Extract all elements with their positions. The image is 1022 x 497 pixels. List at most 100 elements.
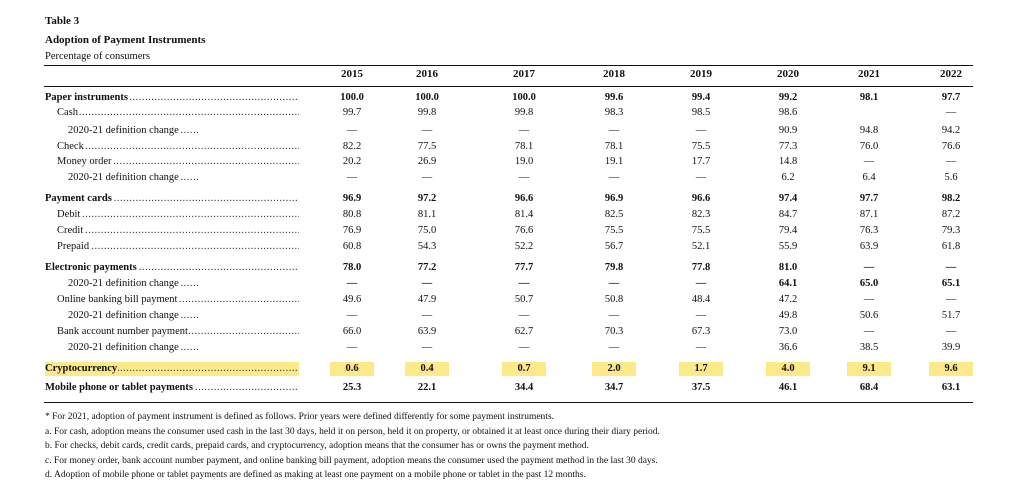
table-cell: 67.3: [691, 326, 711, 337]
table-cell: 99.4: [691, 92, 711, 103]
table-row: Online banking bill payment 49.6 47.9 50.7 5…: [0, 293, 1022, 307]
row-label-text: Check: [57, 141, 85, 152]
footnote: b. For checks, debit cards, credit cards…: [45, 441, 589, 451]
table-cell: 61.8: [941, 241, 961, 252]
row-label-text: Online banking bill payment: [57, 294, 179, 305]
table-cell: 94.8: [859, 125, 879, 136]
table-cell: 52.2: [514, 241, 534, 252]
table-cell: 34.4: [514, 382, 534, 393]
table-cell: 75.5: [604, 225, 624, 236]
table-cell: 77.7: [514, 262, 534, 273]
table-cell: 76.0: [859, 141, 879, 152]
table-cell: 66.0: [342, 326, 362, 337]
table-cell: 78.1: [514, 141, 534, 152]
table-cell: —: [518, 278, 530, 289]
row-label-text: Prepaid: [57, 241, 91, 252]
table-cell: 34.7: [604, 382, 624, 393]
table-cell: 63.1: [941, 382, 961, 393]
row-label: 2020-21 definition change: [68, 341, 198, 355]
row-label-text: 2020-21 definition change: [68, 125, 180, 136]
table-cell: 50.6: [859, 310, 879, 321]
table-cell: —: [421, 310, 433, 321]
table-cell: —: [608, 310, 620, 321]
table-cell: 47.9: [417, 294, 437, 305]
table-cell: —: [695, 278, 707, 289]
table-cell: 97.7: [859, 193, 879, 204]
table-row: 2020-21 definition change — — — — — 6.2 6.4 5.6: [0, 171, 1022, 185]
table-cell: —: [945, 294, 957, 305]
footnote: a. For cash, adoption means the consumer…: [45, 427, 660, 437]
year-header: 2021: [858, 68, 880, 80]
table-cell: 63.9: [859, 241, 879, 252]
table-cell: —: [695, 172, 707, 183]
bottom-rule: [44, 402, 973, 403]
table-cell: 87.1: [859, 209, 879, 220]
table-cell: —: [608, 172, 620, 183]
table-cell: —: [346, 310, 358, 321]
table-cell: —: [421, 342, 433, 353]
table-cell: 62.7: [514, 326, 534, 337]
row-label-text: Credit: [57, 225, 85, 236]
table-cell: 0.7: [502, 362, 546, 376]
table-cell: 77.2: [417, 262, 437, 273]
table-cell: 9.1: [847, 362, 891, 376]
header-rule: [44, 86, 973, 87]
row-label: Cash: [57, 106, 299, 120]
table-cell: —: [421, 125, 433, 136]
table-cell: 6.4: [862, 172, 876, 183]
table-cell: —: [863, 262, 875, 273]
table-cell: —: [421, 172, 433, 183]
table-cell: —: [945, 156, 957, 167]
table-cell: —: [518, 172, 530, 183]
table-cell: —: [346, 125, 358, 136]
table-cell: 14.8: [778, 156, 798, 167]
table-cell: 75.5: [691, 141, 711, 152]
table-cell: 22.1: [417, 382, 437, 393]
table-cell: 78.1: [604, 141, 624, 152]
table-number: Table 3: [45, 15, 80, 27]
table-cell: —: [518, 125, 530, 136]
table-cell: 37.5: [691, 382, 711, 393]
table-cell: 0.4: [405, 362, 449, 376]
table-cell: 36.6: [778, 342, 798, 353]
table-cell: 81.1: [417, 209, 437, 220]
table-row: Cash 99.7 99.8 99.8 98.3 98.5 98.6 —: [0, 106, 1022, 120]
table-cell: 70.3: [604, 326, 624, 337]
table-cell: 54.3: [417, 241, 437, 252]
table-cell: 73.0: [778, 326, 798, 337]
table-cell: 46.1: [778, 382, 798, 393]
table-cell: 63.9: [417, 326, 437, 337]
table-cell: 99.8: [514, 107, 534, 118]
table-cell: —: [863, 326, 875, 337]
table-cell: —: [695, 125, 707, 136]
table-cell: 96.9: [342, 193, 362, 204]
table-cell: —: [945, 326, 957, 337]
table-cell: 99.8: [417, 107, 437, 118]
table-cell: 97.4: [778, 193, 798, 204]
row-label-text: 2020-21 definition change: [68, 172, 180, 183]
row-label: Check: [57, 140, 299, 154]
year-header: 2020: [777, 68, 799, 80]
table-cell: 81.4: [514, 209, 534, 220]
footnote: * For 2021, adoption of payment instrume…: [45, 412, 555, 422]
row-label-text: Money order: [57, 156, 113, 167]
row-label: Cryptocurrency: [45, 362, 299, 376]
table-cell: —: [945, 107, 957, 118]
row-label: Paper instruments: [45, 91, 299, 105]
table-cell: 94.2: [941, 125, 961, 136]
row-label: Credit: [57, 224, 299, 238]
table-cell: —: [695, 310, 707, 321]
table-cell: 19.1: [604, 156, 624, 167]
table-cell: 79.3: [941, 225, 961, 236]
table-cell: 82.5: [604, 209, 624, 220]
table-cell: 87.2: [941, 209, 961, 220]
table-row: Electronic payments 78.0 77.2 77.7 79.8 77.8 8…: [0, 261, 1022, 275]
table-row: 2020-21 definition change — — — — — 64.1 65.0 65…: [0, 277, 1022, 291]
table-cell: 50.8: [604, 294, 624, 305]
table-cell: —: [608, 125, 620, 136]
year-header: 2022: [940, 68, 962, 80]
table-cell: 100.0: [340, 92, 364, 103]
table-cell: 19.0: [514, 156, 534, 167]
year-header: 2017: [513, 68, 535, 80]
year-header: 2015: [341, 68, 363, 80]
